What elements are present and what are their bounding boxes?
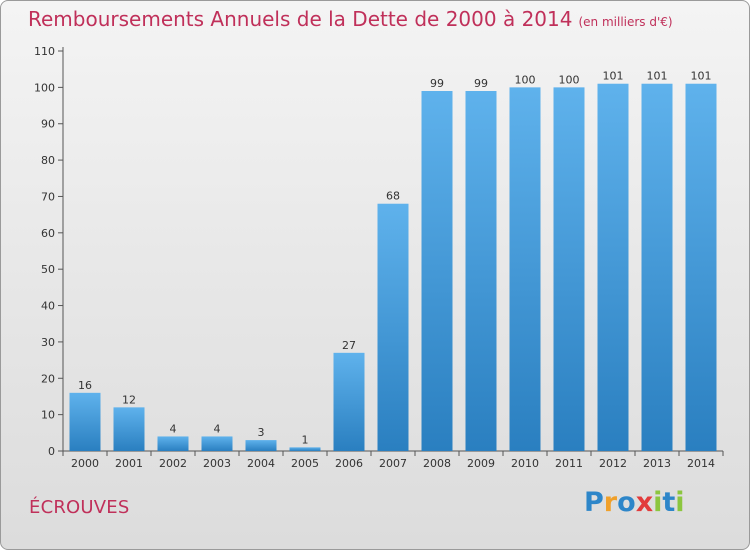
bar-2004	[245, 440, 277, 451]
y-tick-label: 30	[41, 336, 55, 349]
value-label-2012: 101	[603, 70, 624, 83]
y-tick-label: 80	[41, 154, 55, 167]
value-label-2001: 12	[122, 393, 136, 406]
value-label-2010: 100	[515, 73, 536, 86]
logo-letter: i	[653, 487, 663, 518]
y-tick-label: 110	[34, 45, 55, 58]
proxiti-logo: Proxiti	[584, 487, 685, 518]
x-tick-label-2004: 2004	[247, 457, 275, 470]
commune-name: ÉCROUVES	[29, 497, 130, 518]
bar-2005	[289, 447, 321, 451]
x-tick-label-2003: 2003	[203, 457, 231, 470]
bar-2011	[553, 87, 585, 451]
x-tick-label-2002: 2002	[159, 457, 187, 470]
y-tick-label: 100	[34, 81, 55, 94]
value-label-2002: 4	[170, 422, 177, 435]
bar-2009	[465, 91, 497, 451]
logo-letter: t	[662, 487, 676, 518]
bar-2006	[333, 352, 365, 451]
x-tick-label-2006: 2006	[335, 457, 363, 470]
logo-letter: i	[675, 487, 685, 518]
bar-2012	[597, 83, 629, 452]
x-tick-label-2011: 2011	[555, 457, 583, 470]
x-tick-label-2013: 2013	[643, 457, 671, 470]
value-label-2004: 3	[258, 426, 265, 439]
x-tick-label-2010: 2010	[511, 457, 539, 470]
value-label-2009: 99	[474, 77, 488, 90]
bar-2013	[641, 83, 673, 452]
value-label-2013: 101	[647, 70, 668, 83]
y-tick-label: 60	[41, 227, 55, 240]
chart-unit: (en milliers d'€)	[578, 15, 673, 29]
y-tick-label: 50	[41, 263, 55, 276]
x-tick-label-2009: 2009	[467, 457, 495, 470]
y-tick-label: 10	[41, 409, 55, 422]
logo-letter: o	[617, 487, 636, 518]
bar-2000	[69, 392, 101, 451]
x-tick-label-2007: 2007	[379, 457, 407, 470]
y-tick-label: 70	[41, 190, 55, 203]
value-label-2000: 16	[78, 379, 92, 392]
value-label-2006: 27	[342, 339, 356, 352]
value-label-2014: 101	[691, 70, 712, 83]
logo-letter: r	[603, 487, 618, 518]
x-tick-label-2000: 2000	[71, 457, 99, 470]
value-label-2008: 99	[430, 77, 444, 90]
bar-layer	[69, 83, 717, 452]
bar-2010	[509, 87, 541, 451]
y-tick-label: 90	[41, 118, 55, 131]
y-tick-label: 20	[41, 372, 55, 385]
bar-2014	[685, 83, 717, 452]
label-layer: 16 2000 12 2001 4 2002 4 2003 3 2004 1 2005 27 2006 68…	[71, 70, 715, 470]
bar-2007	[377, 203, 409, 451]
bar-2001	[113, 407, 145, 451]
x-tick-label-2014: 2014	[687, 457, 715, 470]
x-tick-label-2012: 2012	[599, 457, 627, 470]
chart-title-text: Remboursements Annuels de la Dette de 20…	[28, 7, 573, 31]
bar-2008	[421, 91, 453, 451]
x-tick-label-2001: 2001	[115, 457, 143, 470]
chart-title: Remboursements Annuels de la Dette de 20…	[28, 7, 673, 31]
y-tick-label: 0	[48, 445, 55, 458]
bar-2003	[201, 436, 233, 451]
value-label-2011: 100	[559, 73, 580, 86]
value-label-2005: 1	[302, 433, 309, 446]
x-tick-label-2005: 2005	[291, 457, 319, 470]
value-label-2003: 4	[214, 422, 221, 435]
bar-2002	[157, 436, 189, 451]
logo-letter: P	[584, 487, 604, 518]
y-tick-label: 40	[41, 300, 55, 313]
logo-letter: x	[635, 487, 654, 518]
x-tick-label-2008: 2008	[423, 457, 451, 470]
value-label-2007: 68	[386, 190, 400, 203]
